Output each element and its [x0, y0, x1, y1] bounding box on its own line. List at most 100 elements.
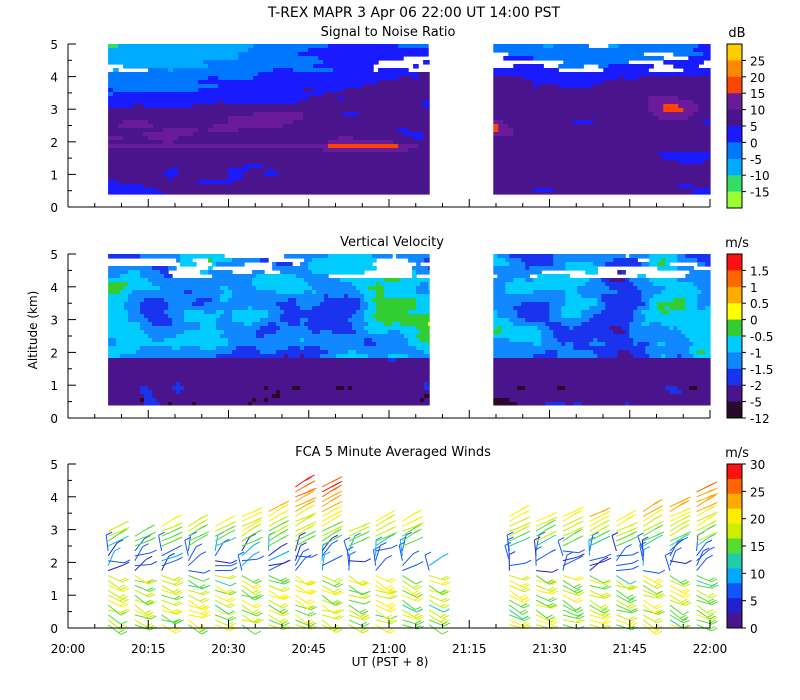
- wind-barb-flag: [307, 522, 314, 527]
- wind-barb-flag: [685, 560, 692, 564]
- wind-barb-flag: [146, 537, 154, 542]
- wind-barb-flag: [337, 615, 344, 620]
- wind-barb-flag: [330, 497, 337, 502]
- figure-title: T-REX MAPR 3 Apr 06 22:00 UT 14:00 PST: [267, 5, 561, 21]
- wind-barb: [562, 554, 568, 571]
- wind-colorbar-swatch: [727, 613, 742, 629]
- wind-barb-flag: [710, 594, 717, 599]
- wind-barb-flag: [333, 511, 340, 516]
- wind-barb-flag: [523, 584, 530, 588]
- wind-barb-flag: [658, 569, 666, 574]
- wind-barb-flag: [252, 618, 260, 623]
- wind-barb-flag: [145, 623, 153, 628]
- wind-barb-flag: [416, 614, 423, 619]
- vvel-colorbar-label: -2: [750, 379, 762, 393]
- wind-barb-flag: [228, 590, 235, 595]
- wind-barb-flag: [631, 559, 639, 564]
- wind-barb: [107, 604, 121, 616]
- wind-barb-flag: [150, 561, 158, 565]
- wind-barb: [535, 535, 540, 552]
- wind-barb-flag: [604, 557, 612, 562]
- wind-barb-flag: [417, 616, 424, 620]
- wind-barb-flag: [149, 588, 156, 593]
- wind-profile: [268, 500, 291, 631]
- wind-barb-flag: [333, 577, 341, 582]
- wind-barb-flag: [175, 629, 182, 634]
- wind-barb-flag: [547, 520, 554, 525]
- vvel-segment: [493, 254, 711, 406]
- wind-barb: [399, 539, 403, 556]
- wind-barb-flag: [252, 520, 260, 525]
- wind-barb-flag: [711, 601, 719, 606]
- wind-barb: [642, 584, 657, 595]
- wind-barb: [424, 554, 430, 571]
- wind-barb-flag: [230, 566, 238, 571]
- vvel-colorbar-swatch: [727, 270, 742, 288]
- snr-y-tick-label: 3: [50, 103, 58, 117]
- wind-barb-flag: [642, 536, 649, 541]
- wind-barb-flag: [684, 583, 691, 588]
- wind-barb-flag: [283, 578, 290, 583]
- wind-barb-flag: [521, 596, 529, 601]
- wind-barb-flag: [682, 611, 689, 616]
- wind-barb-flag: [195, 543, 203, 548]
- wind-barb-flag: [680, 618, 688, 623]
- wind-barb-flag: [574, 521, 581, 526]
- wind-barb-flag: [279, 521, 287, 526]
- snr-x-axis: [67, 199, 711, 207]
- wind-barb-flag: [226, 516, 233, 521]
- wind-barb-flag: [146, 612, 153, 617]
- wind-barb-flag: [336, 601, 344, 606]
- wind-barb-flag: [441, 580, 448, 585]
- wind-barb: [536, 570, 553, 573]
- wind-barb-flag: [417, 620, 424, 625]
- vvel-colorbar-label: -12: [750, 412, 770, 426]
- wind-barb-flag: [334, 610, 342, 615]
- wind-barb-flag: [230, 591, 237, 596]
- wind-barb-flag: [201, 534, 209, 538]
- wind-barb-flag: [385, 614, 393, 619]
- wind-barb-flag: [279, 511, 287, 516]
- wind-barb-flag: [604, 615, 612, 620]
- wind-barb-flag: [604, 553, 612, 558]
- wind-barb-flag: [651, 502, 658, 507]
- wind-barb-flag: [575, 618, 582, 623]
- wind-barb-flag: [708, 626, 716, 631]
- wind-barb-flag: [548, 586, 555, 591]
- wind-barb-flag: [228, 529, 236, 534]
- wind-barb-flag: [311, 553, 318, 558]
- wind-barb: [268, 562, 285, 567]
- wind-barb: [348, 599, 365, 605]
- wind-barb-flag: [549, 580, 556, 585]
- wind-barb: [669, 604, 683, 616]
- wind-barb-flag: [603, 535, 611, 540]
- wind-barb-flag: [523, 588, 531, 593]
- wind-barb-flag: [626, 584, 634, 589]
- wind-barb-flag: [551, 568, 559, 573]
- wind-barb-flag: [709, 610, 716, 615]
- wind-barb: [509, 539, 525, 547]
- wind-barb-flag: [575, 614, 582, 619]
- wind-barb-flag: [705, 494, 713, 499]
- wind-barb: [589, 559, 603, 571]
- wind-barb-flag: [281, 542, 288, 547]
- vvel-colorbar-swatch: [727, 368, 742, 386]
- wind-barb-flag: [440, 597, 448, 602]
- snr-colorbar-swatch: [727, 142, 742, 160]
- wind-barb-flag: [255, 580, 263, 584]
- wind-barb-flag: [332, 599, 339, 604]
- wind-barb-flag: [548, 589, 556, 594]
- wind-colorbar-label: 30: [750, 458, 765, 472]
- wind-y-tick-label: 4: [50, 491, 58, 505]
- wind-barb-flag: [388, 589, 395, 594]
- wind-barb-flag: [414, 620, 422, 625]
- wind-barb-flag: [252, 530, 260, 535]
- vvel-x-axis: [67, 410, 711, 418]
- wind-barb-flag: [225, 589, 233, 594]
- wind-barb: [161, 547, 177, 557]
- wind-barb-flag: [201, 585, 209, 590]
- wind-barb-flag: [601, 592, 608, 597]
- wind-panel: FCA 5 Minute Averaged Winds 0 1 2 3 4 5 20:00…: [50, 445, 765, 656]
- wind-barb-flag: [709, 615, 717, 620]
- wind-barb-flag: [637, 532, 644, 537]
